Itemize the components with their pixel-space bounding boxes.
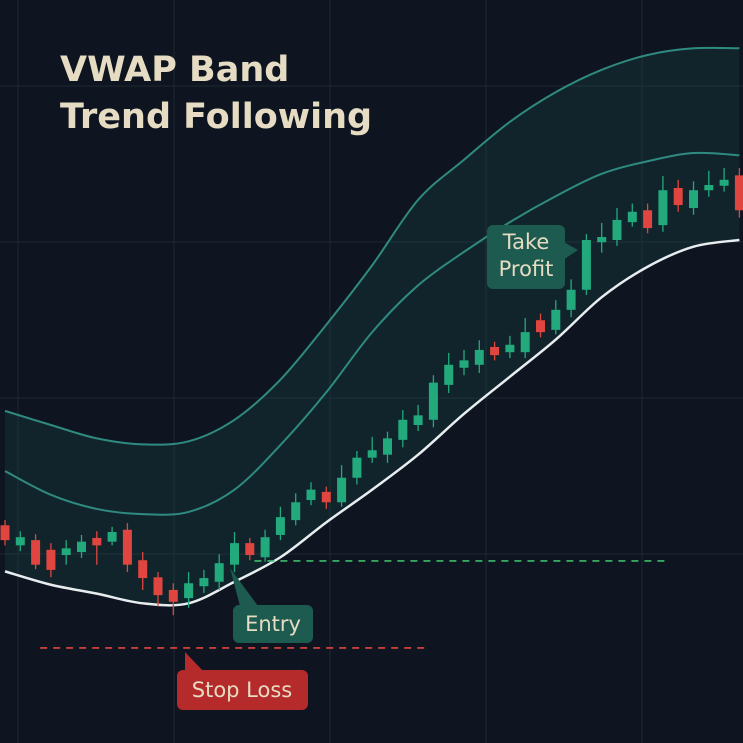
candle-body [352, 457, 362, 478]
middle-band [4, 151, 740, 516]
candle-body [719, 179, 729, 186]
stop-loss-label: Stop Loss [192, 678, 292, 702]
candle-body [367, 450, 377, 458]
candle-body [597, 237, 607, 243]
candle-body [260, 537, 270, 558]
candle-body [566, 289, 576, 310]
candle-body [77, 541, 87, 553]
candle-body [0, 525, 10, 541]
candle-body [734, 175, 743, 211]
candle-body [413, 415, 423, 425]
stop-loss-box [177, 670, 308, 710]
candle-body [428, 382, 438, 420]
candle-body [230, 543, 240, 565]
candle-body [383, 438, 393, 455]
vwap-line [4, 238, 740, 607]
take-profit-label: Profit [499, 257, 554, 281]
candle-body [581, 239, 591, 290]
candle-body [199, 578, 209, 587]
candle-body [321, 491, 331, 503]
candle-body [306, 489, 316, 501]
candle-body [474, 349, 484, 365]
entry-box [233, 605, 313, 643]
take-profit-box [487, 225, 565, 289]
candle-body [520, 332, 530, 353]
candle-body [168, 589, 178, 602]
candle-body [536, 320, 546, 333]
candle-body [92, 537, 102, 546]
candle-body [444, 364, 454, 385]
candle-body [153, 577, 163, 596]
candle-body [505, 344, 515, 353]
candle-body [689, 190, 699, 209]
stop-loss-pointer [185, 652, 204, 672]
candle-body [627, 211, 637, 223]
entry-pointer [230, 568, 258, 606]
candle-body [122, 529, 132, 565]
candle-body [704, 185, 714, 191]
candle-body [658, 190, 668, 226]
chart-title: VWAP Band [60, 50, 289, 90]
candle-body [46, 549, 56, 570]
candle-body [643, 210, 653, 229]
candle-body [245, 543, 255, 556]
candle-body [275, 517, 285, 535]
candle-body [459, 360, 469, 368]
upper-band [4, 46, 740, 446]
candle-body [612, 219, 622, 240]
candle-body [337, 477, 347, 503]
candle-body [184, 583, 194, 599]
candle-body [673, 187, 683, 206]
band-fill [5, 47, 740, 606]
entry-label: Entry [245, 612, 301, 636]
candle-body [291, 502, 301, 521]
take-profit-label: Take [502, 230, 550, 254]
candle-body [490, 346, 500, 356]
candle-body [31, 540, 41, 565]
candle-body [398, 419, 408, 440]
chart-title: Trend Following [60, 97, 372, 137]
candle-body [551, 309, 561, 330]
candle-body [107, 531, 117, 542]
candle-body [138, 560, 148, 579]
candle-body [61, 548, 71, 556]
candle-body [214, 563, 224, 582]
candle-body [15, 537, 25, 546]
